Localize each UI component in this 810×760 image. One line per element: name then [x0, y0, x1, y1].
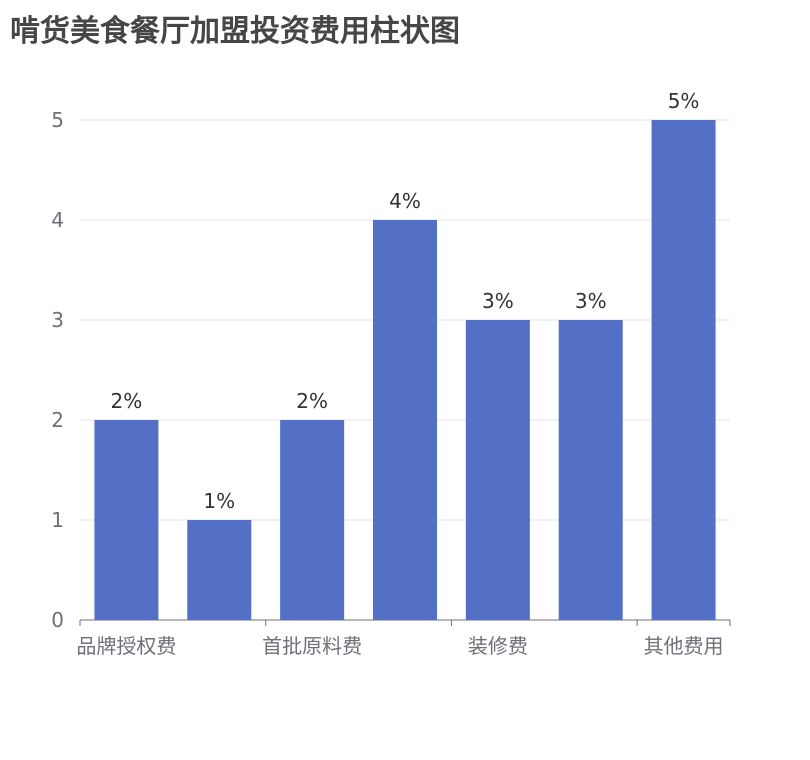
- x-tick-label: 首批原料费: [262, 634, 362, 658]
- bar: [94, 420, 159, 620]
- y-tick-label: 2: [51, 408, 64, 432]
- bar: [280, 420, 345, 620]
- data-label: 3%: [575, 289, 607, 313]
- data-label: 2%: [111, 389, 143, 413]
- bar: [187, 520, 252, 620]
- bar: [558, 320, 623, 620]
- data-label: 2%: [296, 389, 328, 413]
- data-label: 4%: [389, 189, 421, 213]
- y-tick-label: 3: [51, 308, 64, 332]
- bar: [373, 220, 437, 620]
- x-tick-label: 品牌授权费: [76, 634, 176, 658]
- y-tick-label: 1: [51, 508, 64, 532]
- x-tick-label: 装修费: [468, 634, 528, 658]
- bar: [651, 120, 716, 620]
- chart-title: 啃货美食餐厅加盟投资费用柱状图: [10, 14, 460, 49]
- data-label: 3%: [482, 289, 514, 313]
- data-label: 5%: [668, 89, 700, 113]
- x-tick-label: 其他费用: [644, 634, 724, 658]
- bar: [465, 320, 530, 620]
- y-tick-label: 5: [51, 108, 64, 132]
- y-tick-label: 4: [51, 208, 64, 232]
- y-tick-label: 0: [51, 608, 64, 632]
- data-label: 1%: [203, 489, 235, 513]
